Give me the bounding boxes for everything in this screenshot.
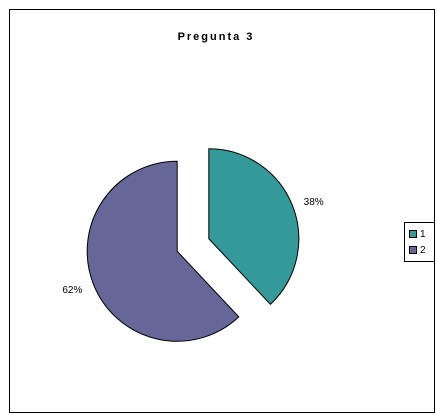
- data-label-2: 62%: [62, 285, 82, 296]
- chart-title: Pregunta 3: [178, 31, 255, 43]
- legend-item-2: 2: [409, 244, 426, 256]
- legend-label-1: 1: [420, 228, 426, 240]
- legend-swatch-2: [409, 246, 417, 254]
- legend-label-2: 2: [420, 244, 426, 256]
- pie-slice-1: [208, 148, 300, 306]
- legend-swatch-1: [409, 230, 417, 238]
- legend-item-1: 1: [409, 228, 426, 240]
- data-label-1: 38%: [304, 197, 324, 208]
- legend: 1 2: [404, 222, 435, 262]
- pie-slice-2: [86, 160, 240, 342]
